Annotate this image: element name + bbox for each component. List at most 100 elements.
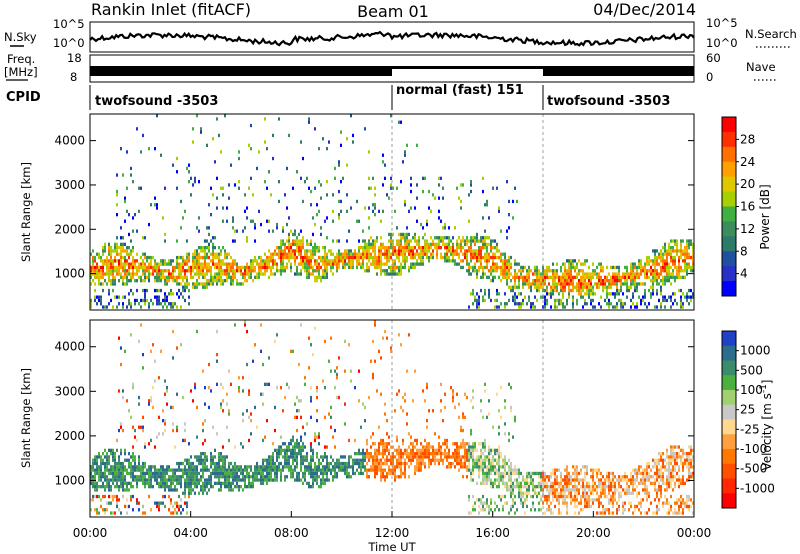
power-cell [566, 302, 568, 306]
velocity-cell [102, 471, 104, 476]
power-cell [428, 255, 430, 260]
power-cell [674, 265, 676, 270]
power-cell [590, 302, 592, 306]
velocity-cell [520, 498, 522, 502]
velocity-cell [386, 442, 388, 446]
power-cell [90, 305, 92, 309]
power-cell [424, 246, 426, 250]
power-cell [164, 239, 166, 243]
power-cell [484, 272, 486, 276]
power-cell [644, 282, 646, 286]
power-cell [226, 279, 228, 283]
power-cell [480, 262, 482, 266]
power-cell [386, 249, 388, 253]
velocity-cell [246, 468, 248, 472]
velocity-cell [316, 481, 318, 485]
power-cell [258, 255, 260, 260]
velocity-cell [468, 448, 470, 452]
power-cell [126, 209, 128, 213]
power-cell [660, 285, 662, 289]
power-cell [122, 262, 124, 266]
power-cell [134, 259, 136, 263]
power-cell [290, 269, 292, 273]
power-cell [132, 259, 134, 263]
velocity-cell [500, 475, 502, 479]
power-cell [644, 302, 646, 306]
velocity-cell [190, 481, 192, 485]
velocity-cell [310, 415, 312, 419]
velocity-cell [360, 458, 362, 462]
velocity-cell [96, 455, 98, 459]
power-cell [220, 269, 222, 273]
velocity-cell [128, 465, 130, 469]
power-cell [148, 262, 150, 266]
velocity-cell [384, 475, 386, 479]
velocity-cell [262, 478, 264, 482]
power-cell [598, 272, 600, 276]
power-cell [334, 262, 336, 266]
velocity-cell [164, 475, 166, 479]
power-cell [572, 295, 574, 299]
power-cell [340, 209, 342, 213]
velocity-cell [172, 481, 174, 485]
velocity-cell [120, 422, 122, 426]
power-cell [358, 255, 360, 260]
power-cell [230, 265, 232, 270]
power-cell [438, 242, 440, 246]
velocity-cell [234, 323, 236, 327]
velocity-cell [366, 471, 368, 476]
velocity-cell [306, 455, 308, 459]
power-cell [364, 252, 366, 256]
velocity-cell [298, 452, 300, 456]
power-cell [178, 295, 180, 299]
power-cell [388, 265, 390, 270]
power-cell [258, 209, 260, 213]
power-cell [384, 255, 386, 260]
velocity-cell [194, 485, 196, 489]
velocity-cell [424, 438, 426, 443]
power-cell [326, 275, 328, 279]
power-cell [164, 275, 166, 279]
velocity-cell [516, 468, 518, 472]
velocity-cell [384, 468, 386, 472]
velocity-cell [374, 458, 376, 462]
power-cell [564, 275, 566, 279]
power-cell [258, 265, 260, 270]
velocity-cell [474, 458, 476, 462]
velocity-cell [126, 504, 128, 509]
power-cell [682, 249, 684, 253]
velocity-cell [332, 435, 334, 439]
power-cell [400, 252, 402, 256]
power-cell [372, 203, 374, 207]
power-cell [470, 189, 472, 194]
power-cell [586, 292, 588, 296]
velocity-cell [472, 445, 474, 449]
velocity-cell [520, 481, 522, 485]
power-cell [210, 239, 212, 243]
velocity-cell [112, 448, 114, 452]
power-cell [246, 272, 248, 276]
power-cell [422, 255, 424, 260]
power-cell [294, 229, 296, 233]
power-cell [668, 242, 670, 246]
power-cell [310, 242, 312, 246]
velocity-cell [170, 468, 172, 472]
power-cell [228, 275, 230, 279]
power-cell [148, 147, 150, 151]
power-cell [486, 246, 488, 250]
velocity-cell [498, 455, 500, 459]
power-cell [144, 269, 146, 273]
power-cell [154, 295, 156, 299]
velocity-cell [290, 448, 292, 452]
power-cell [478, 249, 480, 253]
velocity-cell [476, 481, 478, 485]
power-cell [128, 269, 130, 273]
velocity-cell [522, 504, 524, 509]
power-cell [558, 292, 560, 296]
power-cell [652, 259, 654, 263]
power-cell [296, 269, 298, 273]
velocity-cell [524, 485, 526, 489]
velocity-cell [300, 435, 302, 439]
power-cell [362, 239, 364, 243]
power-cell [148, 305, 150, 309]
